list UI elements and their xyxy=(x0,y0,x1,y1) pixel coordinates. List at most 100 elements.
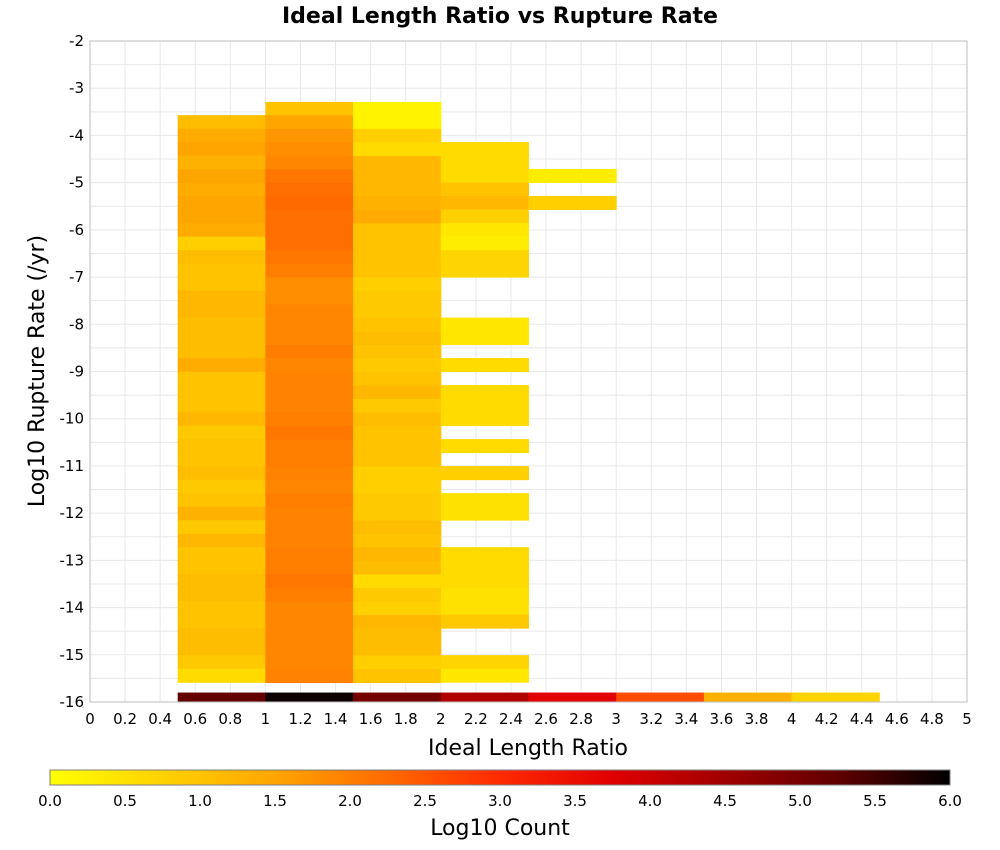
y-tick-label: -8 xyxy=(69,315,84,333)
heatmap-cell xyxy=(440,142,529,157)
heatmap-cell xyxy=(440,668,529,683)
y-tick-label: -16 xyxy=(60,693,85,711)
heatmap-cell xyxy=(177,493,266,508)
heatmap-cell xyxy=(353,425,442,440)
x-tick-label: 1.6 xyxy=(359,710,383,728)
colorbar-tick-label: 5.5 xyxy=(863,792,887,810)
heatmap-cell xyxy=(528,195,617,210)
heatmap-cell xyxy=(440,614,529,629)
heatmap-cell xyxy=(440,263,529,278)
heatmap-cell xyxy=(265,155,354,170)
heatmap-cell xyxy=(353,655,442,670)
heatmap-cell xyxy=(353,250,442,265)
heatmap-cell-bottom xyxy=(703,692,793,702)
heatmap-cell xyxy=(265,250,354,265)
heatmap-cell xyxy=(177,128,266,143)
heatmap-cell xyxy=(265,574,354,589)
heatmap-cell xyxy=(265,128,354,143)
chart-title: Ideal Length Ratio vs Rupture Rate xyxy=(282,4,718,29)
heatmap-cell-bottom xyxy=(265,692,354,702)
heatmap-cell xyxy=(440,574,529,589)
heatmap-cell xyxy=(177,196,266,211)
heatmap-cell xyxy=(265,344,354,359)
heatmap-cell xyxy=(353,534,442,549)
heatmap-cell xyxy=(440,196,529,211)
heatmap-cell xyxy=(265,277,354,292)
heatmap-cell xyxy=(177,344,266,359)
heatmap-cell xyxy=(177,142,266,157)
heatmap-cell xyxy=(353,439,442,454)
heatmap-cell xyxy=(353,290,442,305)
x-tick-label: 0.4 xyxy=(148,710,172,728)
heatmap-cell xyxy=(265,290,354,305)
heatmap-cell xyxy=(265,101,354,116)
heatmap-cell xyxy=(265,142,354,157)
heatmap-cell xyxy=(440,250,529,265)
heatmap-cell xyxy=(353,561,442,576)
heatmap-cell xyxy=(440,358,529,373)
x-tick-label: 5 xyxy=(962,710,972,728)
x-tick-label: 4 xyxy=(787,710,797,728)
heatmap-cell xyxy=(265,507,354,522)
colorbar-tick-label: 1.5 xyxy=(263,792,287,810)
heatmap-cell xyxy=(353,412,442,427)
heatmap-cell xyxy=(177,587,266,602)
heatmap-cell xyxy=(177,385,266,400)
heatmap-cell xyxy=(265,209,354,224)
colorbar-tick-label: 1.0 xyxy=(188,792,212,810)
heatmap-cell xyxy=(265,412,354,427)
heatmap-cell xyxy=(265,371,354,386)
y-tick-label: -6 xyxy=(69,221,84,239)
heatmap-cell xyxy=(440,466,529,481)
heatmap-cell xyxy=(353,223,442,238)
heatmap-cell xyxy=(177,358,266,373)
heatmap-cell xyxy=(177,182,266,197)
x-tick-label: 0 xyxy=(85,710,95,728)
colorbar-tick-label: 3.5 xyxy=(563,792,587,810)
colorbar-tick-label: 3.0 xyxy=(488,792,512,810)
heatmap-cell xyxy=(353,236,442,251)
heatmap-cell xyxy=(177,655,266,670)
colorbar-tick-label: 4.0 xyxy=(638,792,662,810)
y-tick-label: -15 xyxy=(60,646,85,664)
x-tick-label: 4.6 xyxy=(885,710,909,728)
heatmap-cell-bottom xyxy=(440,692,529,702)
heatmap-cell xyxy=(177,290,266,305)
x-axis-label: Ideal Length Ratio xyxy=(428,736,628,761)
x-tick-label: 2.8 xyxy=(569,710,593,728)
heatmap-cell xyxy=(265,304,354,319)
heatmap-cell xyxy=(177,439,266,454)
heatmap-cell xyxy=(440,601,529,616)
heatmap-cell xyxy=(177,263,266,278)
heatmap-cell xyxy=(353,317,442,332)
heatmap-cell xyxy=(177,506,266,521)
heatmap-cell xyxy=(353,385,442,400)
heatmap-cell xyxy=(353,142,442,157)
x-tick-label: 0.8 xyxy=(218,710,242,728)
heatmap-cell xyxy=(177,236,266,251)
x-tick-label: 2 xyxy=(436,710,446,728)
heatmap-cell xyxy=(177,412,266,427)
y-tick-label: -4 xyxy=(69,126,84,144)
heatmap-cell xyxy=(177,223,266,238)
heatmap-cell xyxy=(265,385,354,400)
heatmap-cell xyxy=(177,331,266,346)
heatmap-cell xyxy=(265,439,354,454)
y-tick-label: -7 xyxy=(69,268,84,286)
heatmap-cell xyxy=(265,669,354,684)
colorbar-ticks: 0.0 0.5 1.0 1.5 2.0 2.5 3.0 3.5 4.0 4.5 5.0 5.5 6.0 xyxy=(38,792,962,810)
heatmap-cell-bottom xyxy=(616,692,705,702)
heatmap-cell xyxy=(177,628,266,643)
y-axis-label: Log10 Rupture Rate (/yr) xyxy=(25,235,50,507)
heatmap-cell xyxy=(265,493,354,508)
heatmap-cell xyxy=(265,520,354,535)
heatmap-cell xyxy=(265,358,354,373)
x-tick-label: 1.2 xyxy=(289,710,313,728)
heatmap-cell xyxy=(353,588,442,603)
heatmap-cell xyxy=(440,655,529,670)
heatmap-cell xyxy=(353,358,442,373)
heatmap-cell xyxy=(265,615,354,630)
heatmap-cell xyxy=(265,182,354,197)
heatmap-cell xyxy=(177,614,266,629)
heatmap-cell xyxy=(265,655,354,670)
